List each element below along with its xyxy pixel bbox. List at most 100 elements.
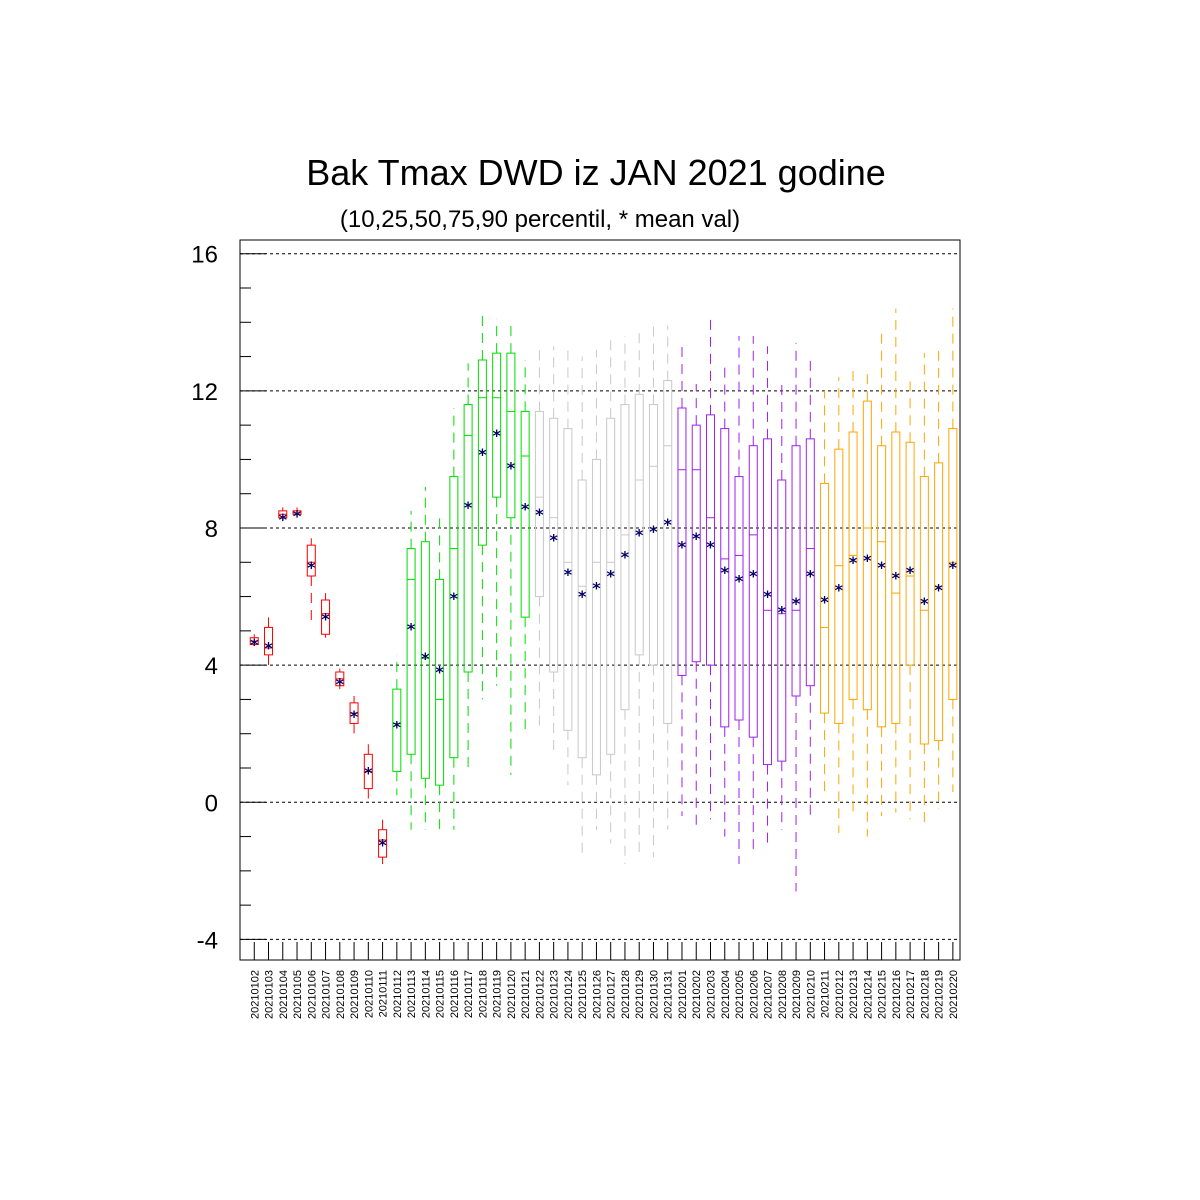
x-tick-label: 20210103: [264, 970, 276, 1019]
box-20210117: [463, 363, 473, 768]
box-20210212: [834, 377, 844, 834]
iqr-box: [948, 428, 958, 700]
y-tick-label: 16: [191, 242, 218, 269]
mean-marker: *: [478, 445, 487, 464]
x-tick-label: 20210122: [534, 970, 546, 1019]
iqr-box: [520, 410, 530, 618]
iqr-box: [506, 352, 516, 519]
mean-marker: *: [877, 558, 886, 577]
iqr-box: [606, 417, 616, 755]
mean-marker: *: [621, 548, 630, 567]
box-20210124: [563, 346, 573, 786]
plot-area-frame: [239, 239, 961, 961]
box-20210201: [677, 346, 687, 816]
x-tick-label: 20210218: [919, 970, 931, 1019]
box-20210115: [435, 514, 445, 830]
x-tick-label: 20210124: [563, 970, 575, 1019]
iqr-box: [705, 414, 715, 666]
mean-marker: *: [564, 565, 573, 584]
box-20210204: [720, 363, 730, 837]
x-tick-label: 20210219: [934, 970, 946, 1019]
iqr-box: [663, 380, 673, 724]
iqr-box: [720, 428, 730, 728]
box-20210208: [777, 380, 787, 830]
mean-marker: *: [378, 836, 387, 855]
y-tick-label: 12: [191, 379, 218, 406]
mean-markers: * * * * * * * * * * * * * * * * * * * * * * * * * * * * * * * * * * * * * * * *…: [250, 426, 958, 855]
box-20210109: [349, 696, 359, 734]
iqr-box: [877, 445, 887, 728]
chart-title: Bak Tmax DWD iz JAN 2021 godine: [306, 152, 886, 193]
x-tick-label: 20210205: [734, 970, 746, 1019]
x-tick-label: 20210106: [306, 970, 318, 1019]
mean-marker: *: [535, 505, 544, 524]
x-tick-label: 20210204: [720, 970, 732, 1019]
box-20210215: [877, 329, 887, 816]
iqr-box: [420, 541, 430, 779]
x-tick-label: 20210130: [648, 970, 660, 1019]
mean-marker: *: [792, 594, 801, 613]
iqr-box: [848, 431, 858, 700]
x-tick-label: 20210129: [634, 970, 646, 1019]
x-tick-label: 20210112: [392, 970, 404, 1018]
box-20210211: [820, 390, 830, 792]
mean-marker: *: [906, 563, 915, 582]
mean-marker: *: [735, 572, 744, 591]
iqr-box: [862, 400, 872, 711]
x-tick-label: 20210110: [363, 970, 375, 1018]
iqr-box: [264, 626, 274, 656]
mean-marker: *: [749, 567, 758, 586]
mean-marker: *: [350, 707, 359, 726]
x-tick-label: 20210202: [691, 970, 703, 1019]
box-20210207: [763, 346, 773, 844]
box-20210130: [648, 325, 658, 858]
mean-marker: *: [421, 649, 430, 668]
mean-marker: *: [464, 498, 473, 517]
mean-marker: *: [521, 500, 530, 519]
mean-marker: *: [364, 764, 373, 783]
mean-marker: *: [763, 587, 772, 606]
x-tick-label: 20210118: [477, 970, 489, 1018]
x-tick-label: 20210131: [663, 970, 675, 1019]
x-tick-label: 20210208: [777, 970, 789, 1019]
mean-marker: *: [549, 531, 558, 550]
mean-marker: *: [892, 568, 901, 587]
iqr-box: [820, 482, 830, 714]
x-tick-label: 20210119: [492, 970, 504, 1018]
iqr-box: [321, 599, 331, 635]
box-20210113: [406, 510, 416, 830]
box-20210125: [577, 356, 587, 858]
mean-marker: *: [450, 589, 459, 608]
y-tick-label: 4: [205, 653, 218, 680]
mean-marker: *: [664, 515, 673, 534]
box-20210108: [335, 668, 345, 690]
iqr-box: [591, 458, 601, 776]
x-tick-label: 20210123: [549, 970, 561, 1019]
y-tick-label: -4: [197, 927, 218, 954]
x-tick-label: 20210207: [763, 970, 775, 1019]
iqr-box: [691, 424, 701, 663]
mean-marker: *: [678, 537, 687, 556]
box-20210118: [477, 315, 487, 700]
iqr-box: [634, 393, 644, 656]
box-20210123: [549, 346, 559, 751]
box-20210128: [620, 336, 630, 864]
box-20210216: [891, 308, 901, 813]
mean-marker: *: [649, 522, 658, 541]
mean-marker: *: [336, 675, 345, 694]
box-20210107: [321, 593, 331, 638]
x-tick-label: 20210120: [506, 970, 518, 1019]
mean-marker: *: [778, 603, 787, 622]
mean-marker: *: [949, 558, 958, 577]
mean-marker: *: [806, 567, 815, 586]
iqr-box: [805, 438, 815, 687]
x-tick-label: 20210215: [877, 970, 889, 1019]
iqr-box: [392, 688, 402, 772]
mean-marker: *: [934, 580, 943, 599]
box-20210220: [948, 308, 958, 792]
box-20210121: [520, 360, 530, 734]
x-tick-label: 20210210: [805, 970, 817, 1019]
mean-marker: *: [393, 717, 402, 736]
